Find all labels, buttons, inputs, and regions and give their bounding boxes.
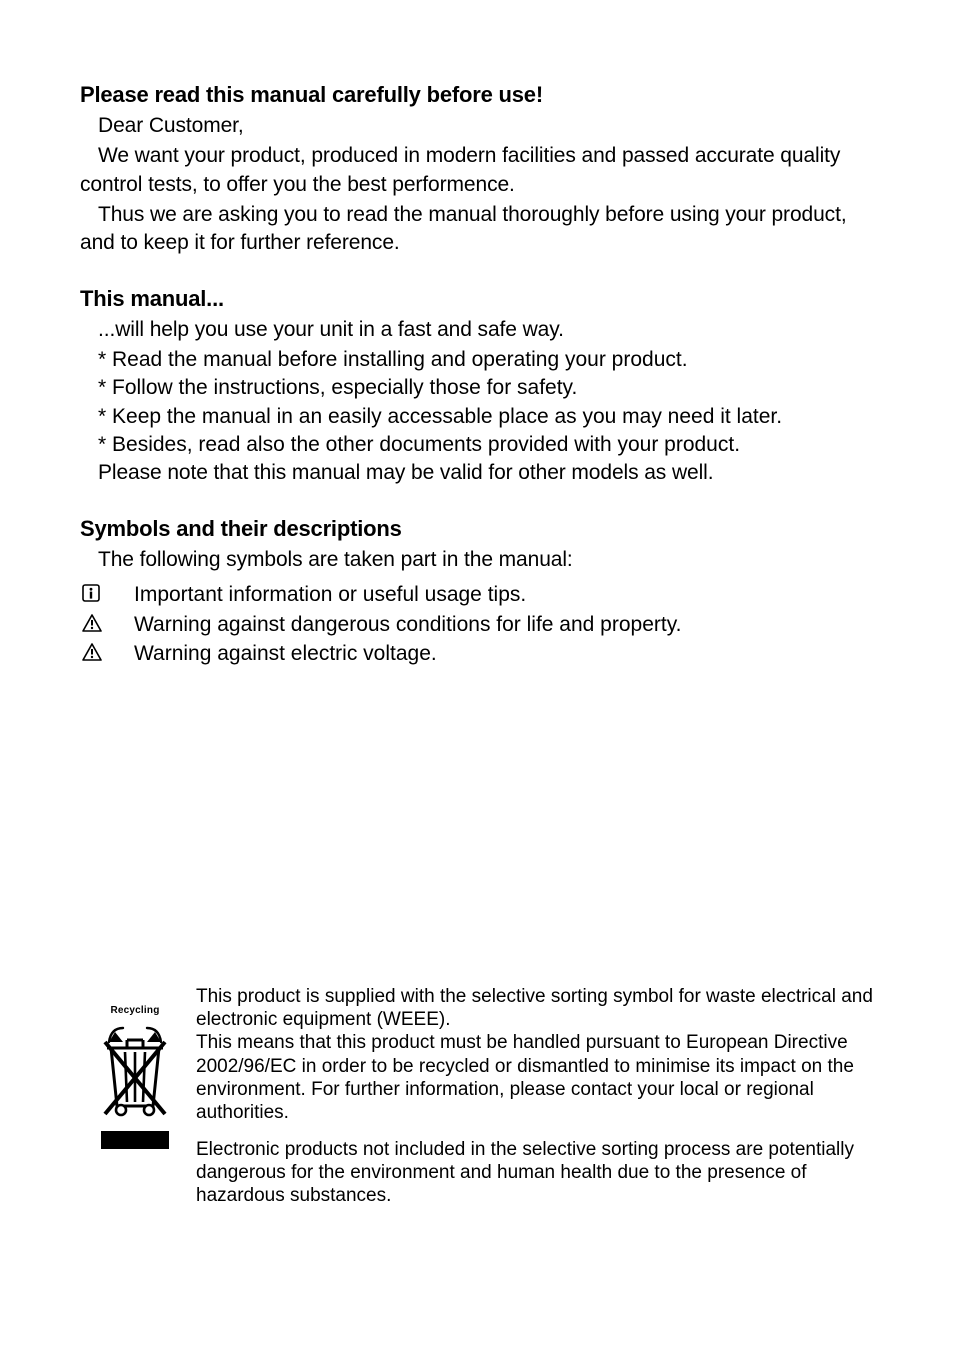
info-box-icon bbox=[80, 580, 134, 602]
section1-p3: Thus we are asking you to read the manua… bbox=[80, 201, 874, 258]
section3-heading: Symbols and their descriptions bbox=[80, 516, 874, 542]
section3-intro: The following symbols are taken part in … bbox=[80, 546, 874, 574]
section1-p2: We want your product, produced in modern… bbox=[80, 142, 874, 199]
section2-bullet-4: * Besides, read also the other documents… bbox=[80, 431, 874, 459]
section2-bullet-1: * Read the manual before installing and … bbox=[80, 346, 874, 374]
symbol-row: Warning against dangerous conditions for… bbox=[80, 610, 874, 639]
section2-heading: This manual... bbox=[80, 286, 874, 312]
section2-bullet-2: * Follow the instructions, especially th… bbox=[80, 374, 874, 402]
section1-heading: Please read this manual carefully before… bbox=[80, 82, 874, 108]
weee-bin-icon bbox=[99, 1018, 171, 1120]
section2-intro: ...will help you use your unit in a fast… bbox=[80, 316, 874, 344]
recycling-label: Recycling bbox=[80, 1005, 190, 1016]
section2-bullet-3: * Keep the manual in an easily accessabl… bbox=[80, 403, 874, 431]
symbol-row: Warning against electric voltage. bbox=[80, 639, 874, 668]
weee-p1: This product is supplied with the select… bbox=[196, 985, 874, 1031]
symbol-row-text: Important information or useful usage ti… bbox=[134, 580, 874, 609]
weee-text-column: This product is supplied with the select… bbox=[190, 985, 874, 1208]
weee-block: Recycling bbox=[80, 985, 874, 1208]
symbol-row: Important information or useful usage ti… bbox=[80, 580, 874, 609]
symbol-row-text: Warning against electric voltage. bbox=[134, 639, 874, 668]
section2-note: Please note that this manual may be vali… bbox=[80, 459, 874, 487]
symbol-list: Important information or useful usage ti… bbox=[80, 580, 874, 668]
section1-p1: Dear Customer, bbox=[80, 112, 874, 140]
weee-black-bar bbox=[101, 1131, 169, 1149]
weee-p2: This means that this product must be han… bbox=[196, 1031, 874, 1124]
symbol-row-text: Warning against dangerous conditions for… bbox=[134, 610, 874, 639]
warning-triangle-icon bbox=[80, 639, 134, 661]
warning-triangle-icon bbox=[80, 610, 134, 632]
weee-p3: Electronic products not included in the … bbox=[196, 1138, 874, 1208]
manual-page: Please read this manual carefully before… bbox=[0, 0, 954, 1354]
weee-symbol-column: Recycling bbox=[80, 985, 190, 1149]
